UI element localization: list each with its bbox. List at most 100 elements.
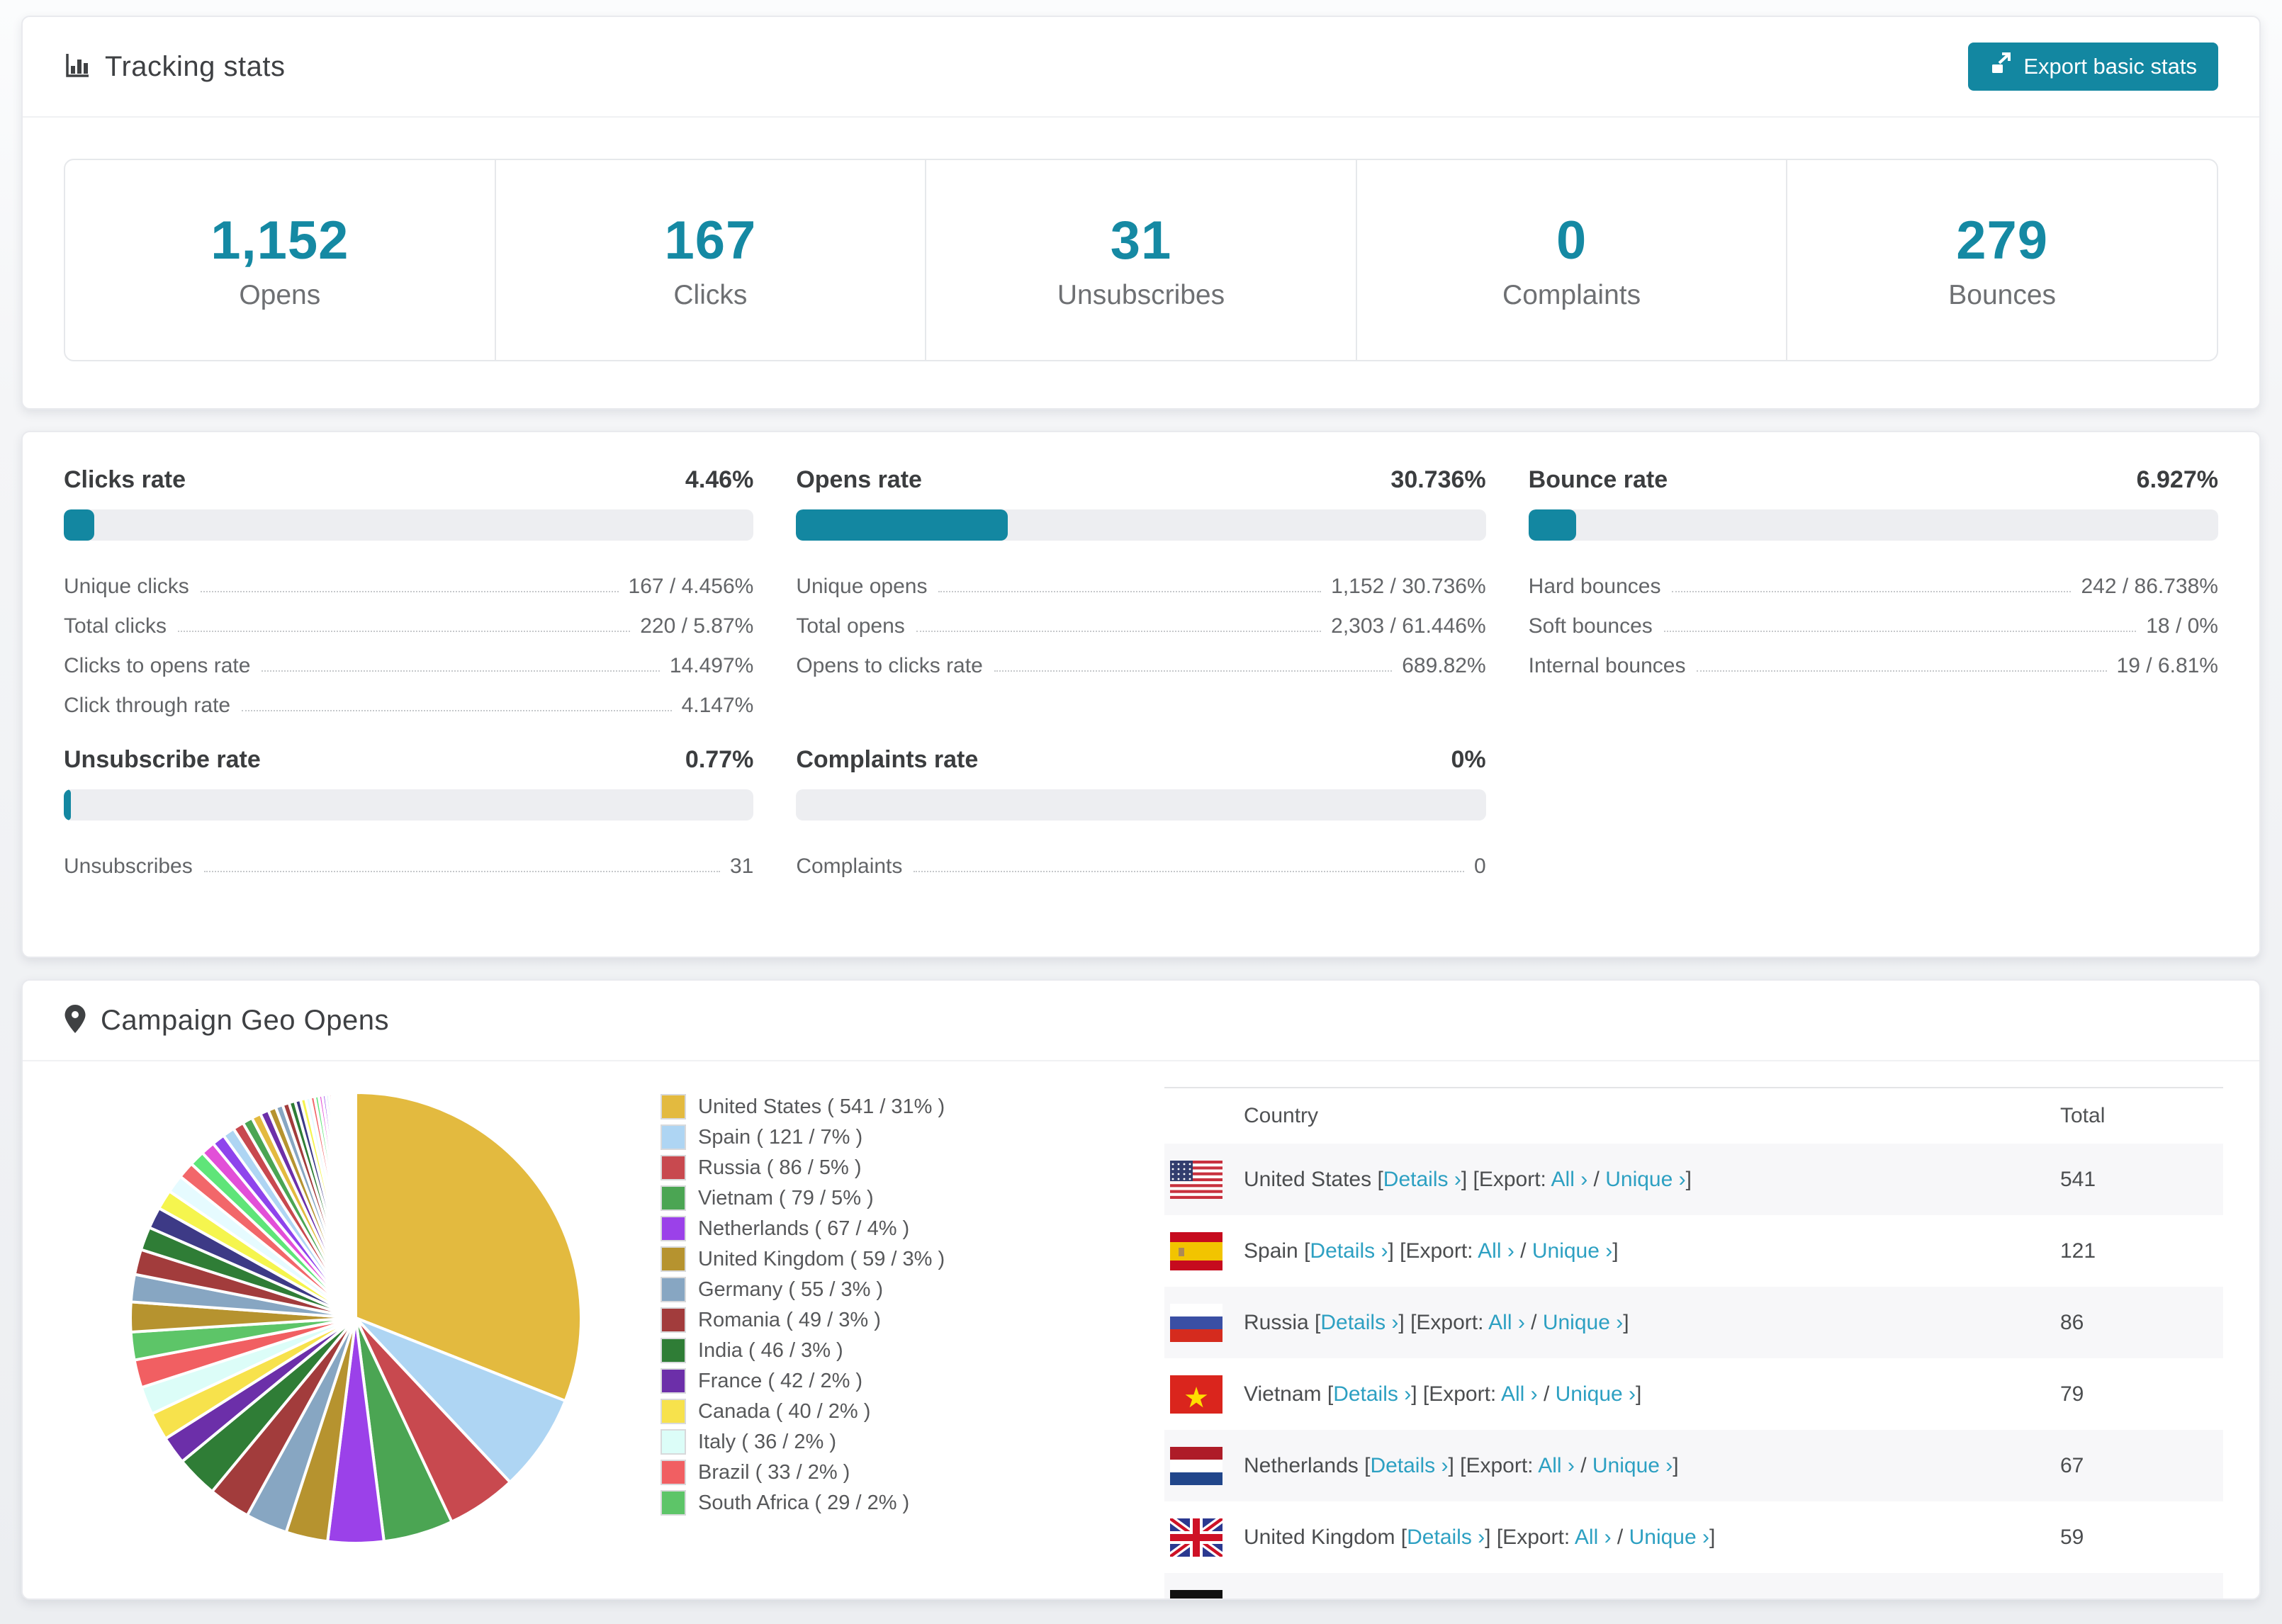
country-name: Vietnam (1244, 1382, 1322, 1406)
rate-title: Complaints rate (796, 746, 979, 773)
bracket: [ (1395, 1525, 1407, 1549)
bracket: ] (1485, 1525, 1497, 1549)
legend-color-swatch (661, 1246, 686, 1272)
geo-header: Campaign Geo Opens (23, 981, 2259, 1061)
legend-label: France ( 42 / 2% ) (698, 1369, 863, 1392)
export-basic-stats-button[interactable]: Export basic stats (1968, 43, 2218, 91)
export-unique-link[interactable]: Unique › (1629, 1525, 1709, 1549)
slash: / (1537, 1382, 1556, 1406)
rate-items: Hard bounces 242 / 86.738% Soft bounces 18 … (1529, 559, 2218, 678)
bar-chart-icon (64, 52, 91, 82)
export-all-link[interactable]: All › (1574, 1525, 1612, 1549)
legend-color-swatch (661, 1399, 686, 1424)
legend-item: Romania ( 49 / 3% ) (661, 1307, 945, 1333)
details-link[interactable]: Details › (1343, 1597, 1421, 1599)
table-row-gb: United Kingdom [Details ›] [Export: All … (1164, 1501, 2223, 1573)
flag-icon-es (1170, 1231, 1222, 1270)
legend-color-swatch (661, 1094, 686, 1120)
export-all-link[interactable]: All › (1511, 1597, 1548, 1599)
bracket: ] (1411, 1382, 1423, 1406)
flag-icon-us (1170, 1160, 1222, 1199)
legend-item: United States ( 541 / 31% ) (661, 1094, 945, 1120)
stats-summary-box: 1,152 Opens 167 Clicks 31 Unsubscribes 0 Compla… (64, 159, 2218, 361)
pie-slice-other (353, 1090, 357, 1319)
export-icon (1989, 52, 2013, 81)
rate-item-label: Soft bounces (1528, 614, 1653, 638)
dotted-leader (178, 631, 631, 632)
rate-item-value: 4.147% (681, 694, 754, 717)
export-all-link[interactable]: All › (1500, 1382, 1538, 1406)
rate-items: Unsubscribes 31 (64, 839, 753, 879)
legend-item: Germany ( 55 / 3% ) (661, 1277, 945, 1302)
rate-progress-fill (64, 509, 95, 541)
table-row-vn: Vietnam [Details ›] [Export: All › / Uni… (1164, 1358, 2223, 1430)
rate-item-label: Complaints (796, 855, 903, 878)
page-title: Tracking stats (105, 50, 286, 82)
dotted-leader (994, 670, 1393, 672)
stat-label: Unsubscribes (1057, 279, 1225, 310)
row-country-cell: Vietnam [Details ›] [Export: All › / Uni… (1244, 1382, 1641, 1406)
export-all-link[interactable]: All › (1551, 1167, 1588, 1191)
rate-block-bounce-rate: Bounce rate 6.927% Hard bounces 242 / 86.73… (1528, 466, 2218, 718)
flag-icon-ru (1170, 1303, 1222, 1342)
export-unique-link[interactable]: Unique › (1592, 1453, 1673, 1477)
details-link[interactable]: Details › (1407, 1525, 1485, 1549)
details-link[interactable]: Details › (1320, 1310, 1399, 1334)
rate-item-value: 167 / 4.456% (628, 575, 754, 598)
rate-title: Opens rate (796, 466, 922, 493)
stat-label: Complaints (1502, 279, 1641, 310)
details-link[interactable]: Details › (1333, 1382, 1412, 1406)
rate-progress-fill (796, 509, 1008, 541)
export-unique-link[interactable]: Unique › (1531, 1239, 1613, 1263)
details-link[interactable]: Details › (1310, 1239, 1388, 1263)
export-prefix: [Export: (1473, 1167, 1551, 1191)
rate-head: Bounce rate 6.927% (1529, 466, 2218, 494)
legend-color-swatch (661, 1429, 686, 1455)
stat-value: 0 (1556, 210, 1587, 271)
dotted-leader (200, 591, 619, 592)
legend-label: Russia ( 86 / 5% ) (698, 1156, 862, 1179)
legend-item: Brazil ( 33 / 2% ) (661, 1460, 945, 1485)
rate-item-value: 1,152 / 30.736% (1331, 575, 1486, 598)
legend-color-swatch (661, 1490, 686, 1516)
legend-label: Germany ( 55 / 3% ) (698, 1278, 884, 1301)
row-country-cell: Germany [Details ›] [Export: All › / Uni… (1244, 1597, 1651, 1599)
export-all-link[interactable]: All › (1538, 1453, 1575, 1477)
geo-opens-table: Country Total United States [Details ›] … (1164, 1087, 2223, 1599)
rate-item-value: 2,303 / 61.446% (1331, 614, 1486, 638)
bracket: ] (1636, 1382, 1642, 1406)
rate-items: Unique opens 1,152 / 30.736% Total opens 2,… (796, 559, 1485, 678)
stat-value: 1,152 (210, 210, 349, 271)
rate-item-label: Hard bounces (1528, 575, 1661, 598)
rate-item-value: 0 (1473, 855, 1486, 878)
rate-progress-bar (1528, 509, 2218, 541)
pie-slice-united-states (354, 1091, 583, 1403)
details-link[interactable]: Details › (1370, 1453, 1449, 1477)
row-country-cell: United Kingdom [Details ›] [Export: All … (1244, 1526, 1715, 1550)
rate-item-label: Total clicks (64, 614, 167, 638)
stat-cell: 31 Unsubscribes (926, 160, 1357, 360)
export-unique-link[interactable]: Unique › (1555, 1382, 1636, 1406)
dotted-leader (1697, 670, 2107, 672)
rate-value: 4.46% (685, 466, 754, 493)
legend-item: Italy ( 36 / 2% ) (661, 1429, 945, 1455)
export-prefix: [Export: (1410, 1310, 1489, 1334)
export-unique-link[interactable]: Unique › (1542, 1310, 1624, 1334)
legend-item: Canada ( 40 / 2% ) (661, 1399, 945, 1424)
legend-color-swatch (661, 1460, 686, 1485)
details-link[interactable]: Details › (1383, 1167, 1461, 1191)
export-unique-link[interactable]: Unique › (1605, 1167, 1686, 1191)
export-all-link[interactable]: All › (1478, 1239, 1514, 1263)
bracket: [ (1321, 1382, 1334, 1406)
campaign-geo-opens-card: Campaign Geo Opens United States ( 541 /… (21, 979, 2261, 1600)
slash: / (1611, 1525, 1629, 1549)
bracket: ] (1388, 1239, 1400, 1263)
export-all-link[interactable]: All › (1488, 1310, 1525, 1334)
export-button-label: Export basic stats (2023, 54, 2197, 79)
export-unique-link[interactable]: Unique › (1566, 1597, 1646, 1599)
rate-item: Total opens 2,303 / 61.446% (796, 599, 1485, 638)
rate-block-clicks-rate: Clicks rate 4.46% Unique clicks 167 / 4.456… (64, 466, 754, 718)
country-name: Russia (1244, 1310, 1309, 1334)
rates-card: Clicks rate 4.46% Unique clicks 167 / 4.456… (21, 431, 2261, 958)
table-row-de: Germany [Details ›] [Export: All › / Uni… (1164, 1573, 2223, 1599)
